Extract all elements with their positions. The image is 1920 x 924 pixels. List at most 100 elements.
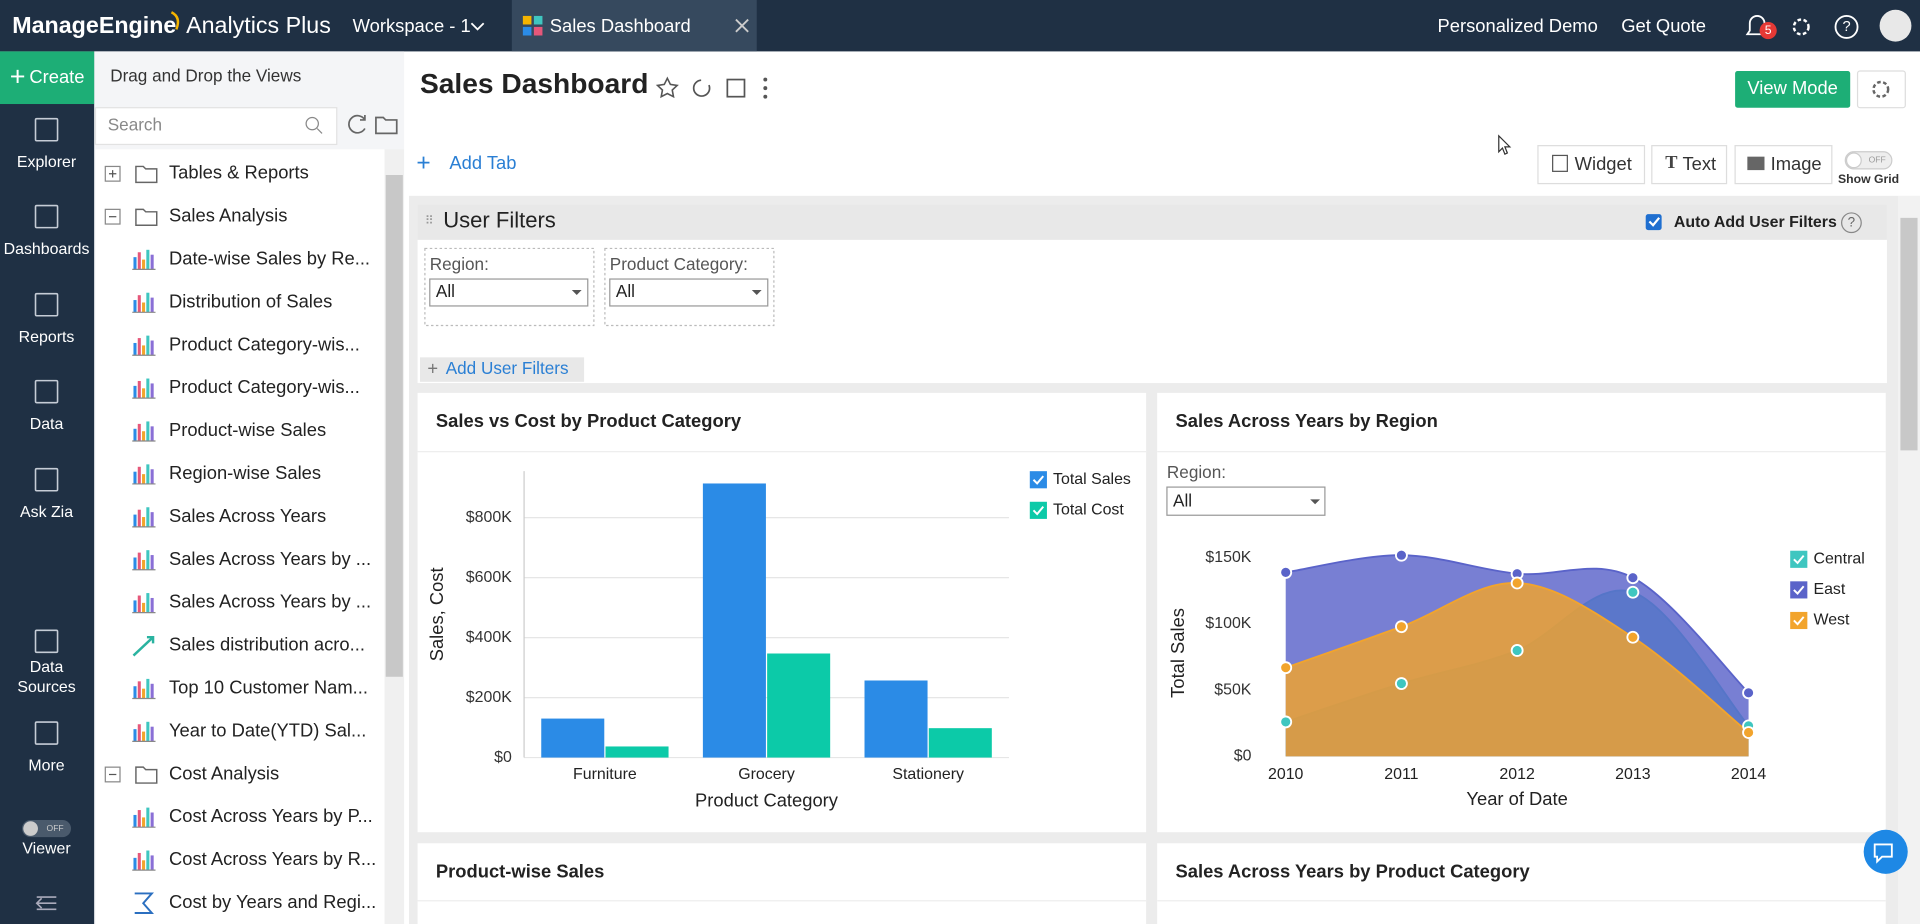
chart-icon [151, 469, 154, 484]
point[interactable] [1280, 662, 1291, 673]
tree-item[interactable]: Product-wise Sales [169, 419, 326, 440]
bar[interactable] [767, 654, 830, 758]
cursor [1499, 136, 1510, 154]
point[interactable] [1396, 621, 1407, 632]
chart-icon [146, 550, 149, 570]
tree-item[interactable]: Sales Across Years [169, 505, 326, 526]
filter-value: All [616, 281, 635, 301]
help-mark: ? [1848, 214, 1855, 229]
tree-item[interactable]: Product Category-wis... [169, 333, 360, 354]
legend-swatch[interactable] [1790, 612, 1807, 629]
chart-icon [142, 345, 145, 355]
point[interactable] [1396, 678, 1407, 689]
chart-icon [133, 558, 136, 570]
tree-folder[interactable]: Tables & Reports [169, 162, 309, 183]
nav-label[interactable]: Explorer [17, 154, 77, 171]
bar[interactable] [541, 719, 604, 758]
legend-swatch[interactable] [1790, 581, 1807, 598]
auto-add-checkbox[interactable] [1646, 214, 1662, 230]
legend-label[interactable]: Central [1813, 551, 1864, 568]
scroll-thumb[interactable] [1900, 218, 1917, 451]
tree-item[interactable]: Region-wise Sales [169, 462, 321, 483]
chart-icon [138, 424, 141, 441]
legend-swatch[interactable] [1790, 551, 1807, 568]
more-icon [763, 86, 767, 90]
chart-icon [142, 689, 145, 699]
nav-label[interactable]: More [28, 757, 64, 774]
chart-icon [142, 603, 145, 613]
chat-button[interactable] [1864, 830, 1908, 874]
chart-icon [142, 732, 145, 742]
legend-label[interactable]: West [1813, 612, 1850, 629]
plus: + [10, 61, 26, 91]
settings-button[interactable] [1858, 71, 1906, 108]
avatar[interactable] [1880, 10, 1912, 42]
more-icon [763, 95, 767, 99]
show-grid-label: Show Grid [1838, 172, 1899, 186]
bar[interactable] [703, 483, 766, 757]
nav-label[interactable]: Dashboards [4, 241, 90, 258]
chart-icon [146, 464, 149, 484]
point[interactable] [1627, 587, 1638, 598]
point[interactable] [1280, 567, 1291, 578]
point[interactable] [1627, 572, 1638, 583]
tree-item[interactable]: Date-wise Sales by Re... [169, 247, 370, 268]
nav-label[interactable]: Viewer [22, 841, 71, 858]
workspace[interactable]: Workspace - 1 [353, 15, 471, 36]
y-tick-label: $50K [1214, 681, 1252, 698]
auto-add-label: Auto Add User Filters [1674, 214, 1837, 231]
point[interactable] [1743, 727, 1754, 738]
chart-icon [138, 724, 141, 741]
tree-folder[interactable]: Sales Analysis [169, 205, 287, 226]
point[interactable] [1280, 716, 1291, 727]
chart-icon [133, 386, 136, 398]
save-icon[interactable] [727, 80, 744, 97]
top-link[interactable]: Get Quote [1621, 15, 1706, 36]
tree-item[interactable]: Year to Date(YTD) Sal... [169, 719, 366, 740]
tree-item[interactable]: Product Category-wis... [169, 376, 360, 397]
tree-item[interactable]: Top 10 Customer Nam... [169, 677, 368, 698]
nav-label[interactable]: Data [30, 416, 64, 433]
tree-item[interactable]: Cost Across Years by P... [169, 805, 373, 826]
point[interactable] [1743, 687, 1754, 698]
nav-label[interactable]: Ask Zia [20, 504, 73, 521]
tree-item[interactable]: Sales Across Years by ... [169, 548, 371, 569]
brand[interactable]: ManageEngine [12, 12, 176, 38]
chart-icon [151, 855, 154, 870]
point[interactable] [1512, 645, 1523, 656]
bar[interactable] [606, 746, 669, 757]
point[interactable] [1512, 577, 1523, 588]
legend-label[interactable]: Total Cost [1053, 502, 1124, 519]
chart-icon [133, 600, 136, 612]
legend-label[interactable]: Total Sales [1053, 471, 1131, 488]
reload-icon[interactable] [694, 80, 710, 96]
y-tick-label: $150K [1205, 549, 1251, 566]
tree-item[interactable]: Distribution of Sales [169, 290, 332, 311]
point[interactable] [1396, 550, 1407, 561]
nav-label[interactable]: Reports [19, 329, 75, 346]
widget-title: Sales Across Years by Region [1176, 410, 1438, 431]
chart-icon [142, 431, 145, 441]
tree-item[interactable]: Cost by Years and Regi... [169, 891, 376, 912]
legend-swatch[interactable] [1030, 471, 1047, 488]
more-icon[interactable] [763, 78, 767, 82]
add-tab[interactable]: Add Tab [449, 152, 516, 173]
tree-folder[interactable]: Cost Analysis [169, 762, 279, 783]
tab-icon [534, 27, 543, 36]
chart-icon [133, 472, 136, 484]
point[interactable] [1627, 632, 1638, 643]
x-tick-label: 2013 [1615, 766, 1651, 783]
chart-icon [138, 853, 141, 870]
drag-handle: ⠿ [425, 214, 434, 228]
tree-item[interactable]: Sales distribution acro... [169, 634, 365, 655]
legend-swatch[interactable] [1030, 502, 1047, 519]
bar[interactable] [865, 680, 928, 757]
tree-item[interactable]: Cost Across Years by R... [169, 848, 376, 869]
favorite-icon[interactable] [658, 78, 678, 96]
top-link[interactable]: Personalized Demo [1438, 15, 1598, 36]
create-label: Create [29, 66, 84, 87]
scroll-thumb[interactable] [386, 175, 403, 677]
bar[interactable] [929, 728, 992, 757]
tree-item[interactable]: Sales Across Years by ... [169, 591, 371, 612]
legend-label[interactable]: East [1813, 581, 1845, 598]
